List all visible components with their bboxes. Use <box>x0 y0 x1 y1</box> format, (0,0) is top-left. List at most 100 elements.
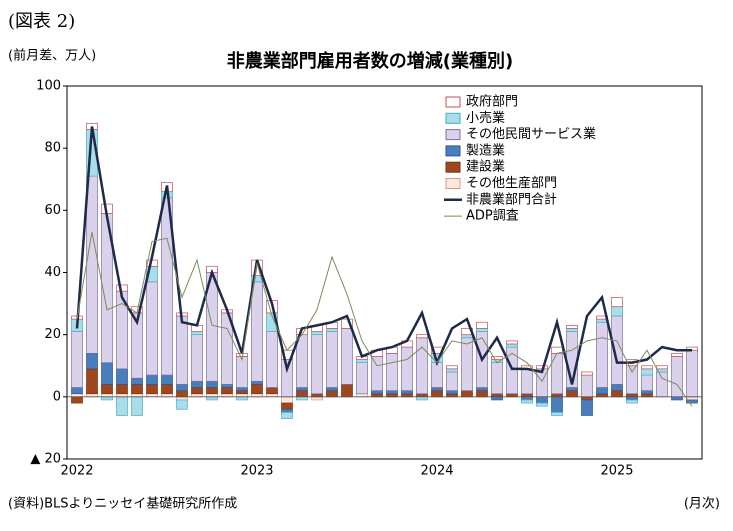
y-tick-label: 60 <box>44 203 61 218</box>
bar-segment <box>641 390 653 395</box>
x-tick-label: 2024 <box>420 464 453 479</box>
bar-segment <box>206 396 218 401</box>
bar-segment <box>221 384 233 388</box>
bar-segment <box>116 396 128 416</box>
bar-segment <box>446 371 458 391</box>
bar-segment <box>461 390 473 398</box>
bar-segment <box>251 380 263 385</box>
bar-segment <box>206 380 218 388</box>
bar-segment <box>386 352 398 391</box>
bar-segment <box>641 368 653 376</box>
bar-segment <box>566 390 578 398</box>
bar-segment <box>686 396 698 401</box>
bar-segment <box>191 334 203 382</box>
bar-segment <box>191 387 203 395</box>
bar-segment <box>671 396 683 401</box>
bar-segment <box>101 393 113 398</box>
bar-segment <box>86 352 98 370</box>
bar-segment <box>326 387 338 391</box>
legend-swatch <box>445 161 461 173</box>
bar-segment <box>491 396 503 401</box>
bar-segment <box>551 352 563 395</box>
bar-segment <box>416 396 428 401</box>
bar-segment <box>251 393 263 398</box>
bar-segment <box>326 331 338 388</box>
bar-segment <box>116 384 128 395</box>
bar-segment <box>506 340 518 345</box>
bar-segment <box>236 393 248 398</box>
bar-segment <box>491 356 503 360</box>
bar-segment <box>551 393 563 398</box>
bar-segment <box>146 374 158 385</box>
bar-segment <box>371 356 383 391</box>
bar-segment <box>236 352 248 357</box>
bar-segment <box>416 393 428 398</box>
bar-segment <box>146 281 158 376</box>
bar-segment <box>446 365 458 370</box>
bar-segment <box>71 331 83 388</box>
bar-segment <box>326 390 338 398</box>
legend-label: 非農業部門合計 <box>466 191 557 207</box>
bar-segment <box>116 368 128 385</box>
bar-segment <box>191 393 203 398</box>
legend-swatch <box>445 112 461 124</box>
bar-segment <box>401 390 413 395</box>
bar-segment <box>581 396 593 401</box>
bar-segment <box>131 396 143 416</box>
line-series <box>75 126 692 385</box>
bar-segment <box>86 175 98 354</box>
bar-segment <box>206 393 218 398</box>
bar-segment <box>116 393 128 398</box>
y-tick-label: ▲ 20 <box>30 452 61 467</box>
bar-segment <box>656 365 668 370</box>
bar-segment <box>521 399 533 404</box>
y-tick-label: 0 <box>53 389 61 404</box>
x-tick-label: 2023 <box>240 464 273 479</box>
bar-segment <box>311 331 323 336</box>
bar-segment <box>221 387 233 395</box>
bar-segment <box>641 374 653 391</box>
bar-segment <box>371 393 383 398</box>
bar-segment <box>266 331 278 388</box>
bar-segment <box>476 387 488 391</box>
bar-segment <box>341 384 353 398</box>
bar-segment <box>296 390 308 398</box>
bar-segment <box>446 368 458 373</box>
bar-segment <box>671 352 683 357</box>
bar-segment <box>611 297 623 308</box>
bar-segment <box>686 399 698 404</box>
bar-segment <box>431 362 443 388</box>
bar-segment <box>461 334 473 339</box>
bar-segment <box>581 371 593 376</box>
bar-segment <box>281 408 293 413</box>
bar-segment <box>101 384 113 395</box>
bar-segment <box>251 384 263 395</box>
bar-segment <box>71 387 83 395</box>
bar-segment <box>236 356 248 388</box>
source-note: (資料)BLSよりニッセイ基礎研究所作成 <box>8 497 237 512</box>
legend-swatch <box>445 145 461 157</box>
bar-segment <box>281 402 293 410</box>
bar-segment <box>206 387 218 395</box>
bar-segment <box>416 334 428 339</box>
bar-segment <box>311 396 323 401</box>
bar-segment <box>116 284 128 292</box>
legend-swatch <box>445 129 461 141</box>
bar-segment <box>311 393 323 398</box>
bar-segment <box>431 387 443 391</box>
bar-segment <box>191 331 203 336</box>
bar-segment <box>71 393 83 398</box>
figure-label: (図表 2) <box>8 11 75 32</box>
bar-segment <box>596 321 608 388</box>
bar-segment <box>266 393 278 398</box>
legend-label: 製造業 <box>466 142 505 158</box>
legend-label: その他民間サービス業 <box>466 126 596 142</box>
bar-segment <box>641 393 653 398</box>
x-tick-label: 2025 <box>600 464 633 479</box>
bar-segment <box>506 343 518 348</box>
bar-segment <box>581 374 593 398</box>
bar-segment <box>641 365 653 370</box>
bar-segment <box>191 380 203 388</box>
bar-segment <box>566 328 578 332</box>
y-tick-label: 40 <box>44 265 61 280</box>
